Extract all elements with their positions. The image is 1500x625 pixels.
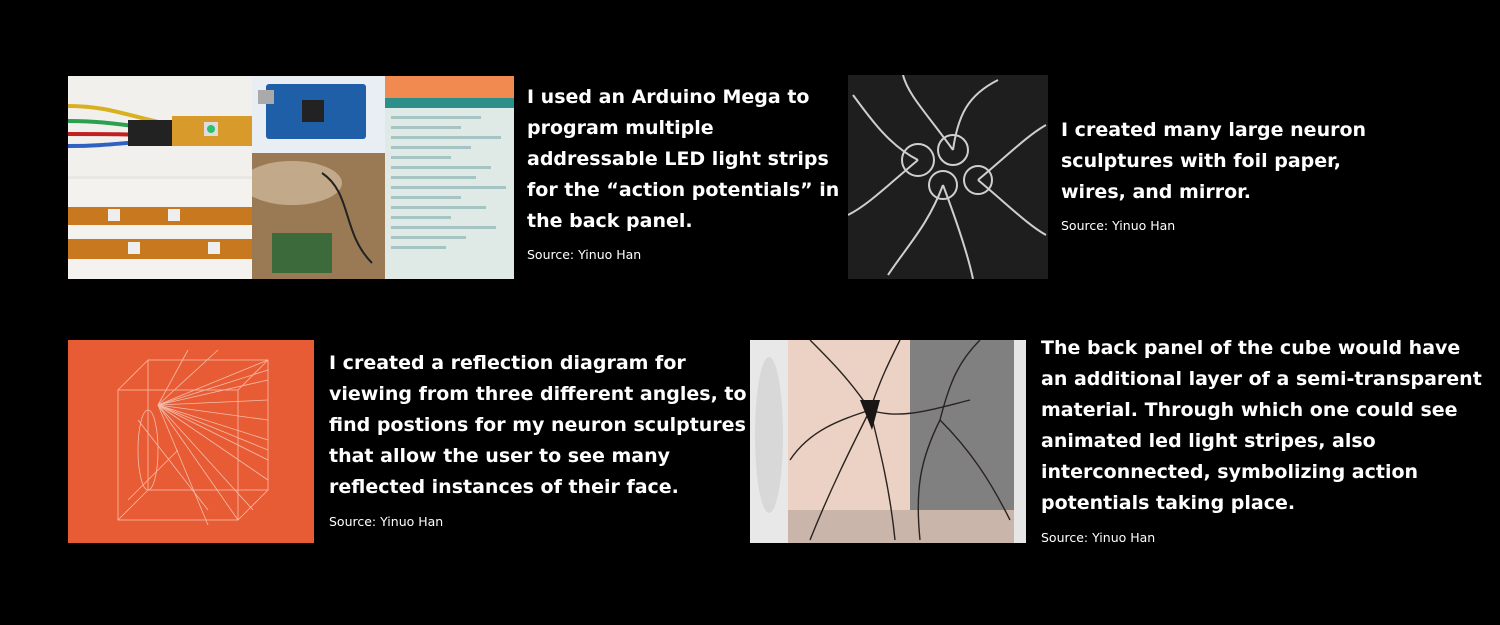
caption-neuron-sculptures: I created many large neuron sculptures w… (1061, 115, 1366, 208)
caption-line: potentials taking place. (1041, 492, 1296, 514)
caption-line: interconnected, symbolizing action (1041, 461, 1419, 483)
caption-line: program multiple (527, 117, 714, 139)
code-screen-photo (385, 76, 514, 279)
caption-line: The back panel of the cube would have (1041, 337, 1461, 359)
caption-line: addressable LED light strips (527, 148, 829, 170)
neuron-sculpture-image (848, 75, 1048, 279)
cube-render-image (750, 340, 1026, 543)
caption-line: animated led light stripes, also (1041, 430, 1376, 452)
caption-line: material. Through which one could see (1041, 399, 1458, 421)
source-credit: Source: Yinuo Han (329, 514, 444, 529)
caption-line: that allow the user to see many (329, 445, 670, 467)
caption-line: for the “action potentials” in (527, 179, 840, 201)
caption-line: the back panel. (527, 210, 693, 232)
caption-line: viewing from three different angles, to (329, 383, 747, 405)
caption-back-panel: The back panel of the cube would have an… (1041, 333, 1482, 519)
led-strip-photo-2 (68, 179, 252, 279)
caption-reflection-diagram: I created a reflection diagram for viewi… (329, 348, 747, 503)
source-credit: Source: Yinuo Han (1061, 218, 1176, 233)
arduino-led-collage-image (68, 76, 514, 279)
led-strip-photo (68, 76, 252, 176)
source-credit: Source: Yinuo Han (1041, 530, 1156, 545)
reflection-diagram-image (68, 340, 314, 543)
caption-line: I created many large neuron (1061, 119, 1367, 141)
caption-line: find postions for my neuron sculptures (329, 414, 746, 436)
caption-line: wires, and mirror. (1061, 181, 1252, 203)
caption-line: an additional layer of a semi-transparen… (1041, 368, 1482, 390)
caption-line: I created a reflection diagram for (329, 352, 686, 374)
caption-arduino: I used an Arduino Mega to program multip… (527, 82, 839, 237)
desk-wiring-photo (242, 153, 385, 279)
caption-line: sculptures with foil paper, (1061, 150, 1341, 172)
caption-line: reflected instances of their face. (329, 476, 679, 498)
arduino-board-photo (252, 76, 385, 153)
source-credit: Source: Yinuo Han (527, 247, 642, 262)
caption-line: I used an Arduino Mega to (527, 86, 810, 108)
